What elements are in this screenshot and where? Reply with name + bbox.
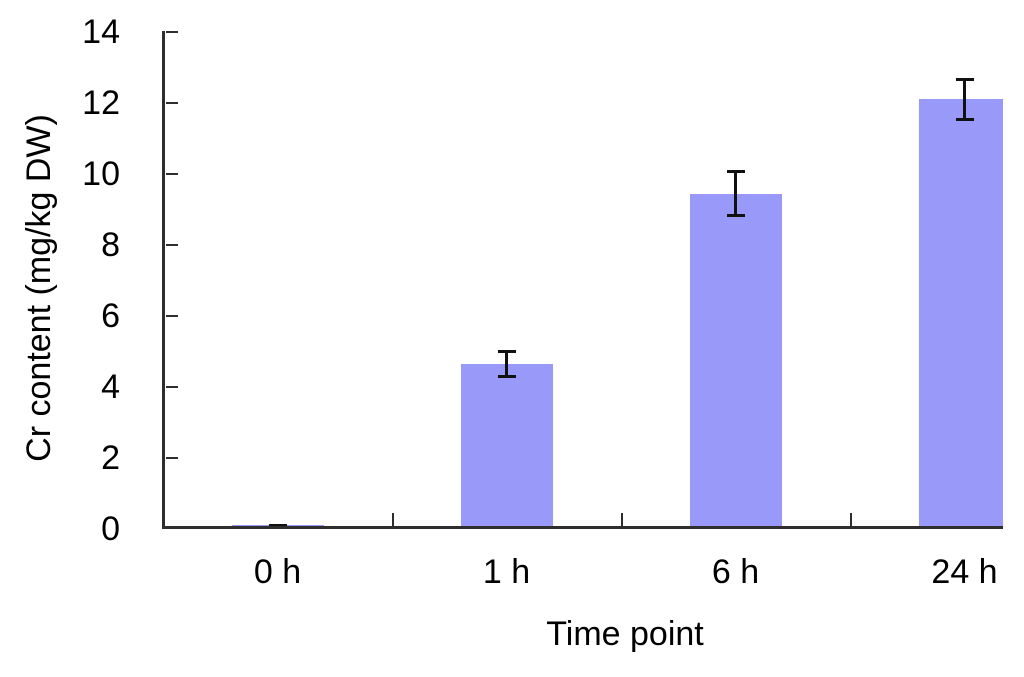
- error-bar-1h: [505, 349, 508, 379]
- y-tick-label-6: 6: [101, 297, 120, 335]
- y-tick-label-2: 2: [101, 439, 120, 477]
- x-tick-1: [392, 513, 394, 526]
- y-tick-label-12: 12: [82, 84, 120, 122]
- x-axis-title: Time point: [546, 615, 704, 653]
- error-cap-top-6h: [726, 170, 745, 174]
- bar-6h: [689, 193, 782, 529]
- y-tick-14: [166, 31, 178, 33]
- x-tick-3: [850, 513, 852, 526]
- x-tick-label-1h: 1 h: [482, 553, 531, 591]
- bar-24h: [918, 99, 1003, 529]
- error-cap-top-24h: [955, 78, 974, 82]
- y-tick-12: [166, 102, 178, 104]
- y-axis-line: [162, 31, 165, 529]
- error-bar-6h: [734, 170, 737, 217]
- bar-1h: [460, 363, 553, 529]
- y-tick-label-10: 10: [82, 155, 120, 193]
- error-cap-bottom-0h: [268, 524, 287, 528]
- error-cap-bottom-24h: [955, 117, 974, 121]
- x-tick-label-24h: 24 h: [931, 553, 998, 591]
- y-tick-6: [166, 315, 178, 317]
- y-tick-8: [166, 244, 178, 246]
- x-tick-label-0h: 0 h: [253, 553, 302, 591]
- y-tick-label-0: 0: [101, 510, 120, 548]
- y-tick-10: [166, 173, 178, 175]
- plot-area: [163, 32, 1003, 529]
- error-bar-24h: [963, 78, 966, 121]
- x-tick-2: [621, 513, 623, 526]
- error-cap-top-1h: [497, 349, 516, 353]
- y-tick-label-14: 14: [82, 13, 120, 51]
- error-cap-bottom-6h: [726, 213, 745, 217]
- x-tick-label-6h: 6 h: [711, 553, 760, 591]
- x-axis-line: [162, 526, 1003, 529]
- y-tick-label-8: 8: [101, 226, 120, 264]
- y-tick-2: [166, 457, 178, 459]
- y-tick-4: [166, 386, 178, 388]
- y-tick-label-4: 4: [101, 368, 120, 406]
- error-cap-bottom-1h: [497, 375, 516, 379]
